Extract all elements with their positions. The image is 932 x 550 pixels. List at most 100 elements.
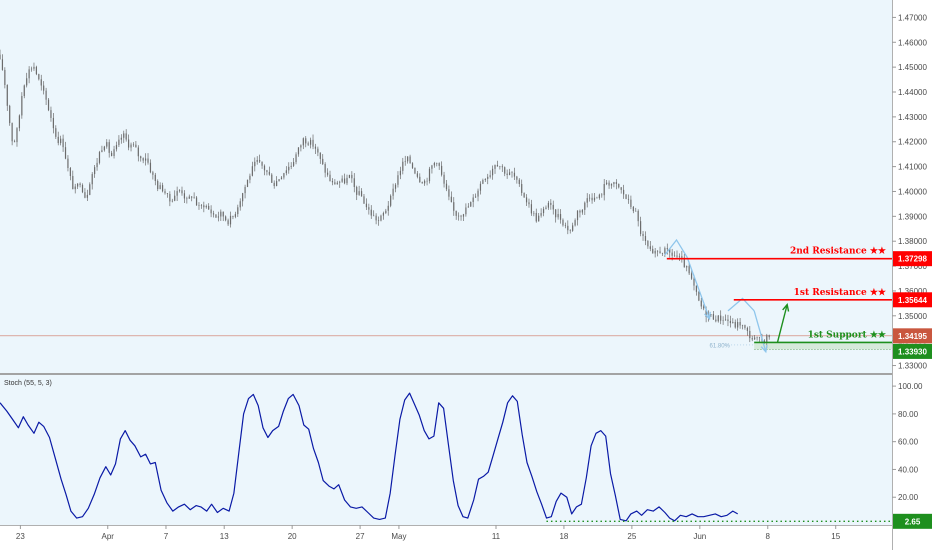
candle [676,250,678,259]
candle [86,189,88,201]
candle [394,183,397,193]
candle [720,310,722,325]
candle [239,198,241,211]
candle [152,170,154,180]
candle [266,169,268,176]
stoch-axis-ticks: 100.00 80.00 60.00 40.00 20.00 [892,382,923,502]
tag-2nd-resistance-text: 1.37298 [898,255,927,264]
candle [419,173,421,183]
candle [475,193,477,198]
candle [698,290,700,302]
time-axis-bg [0,525,892,550]
candle [225,215,227,222]
candle [620,186,622,194]
candle [404,155,406,166]
candle [722,316,724,325]
candle [513,167,516,180]
candle [613,181,615,188]
candle [470,201,472,207]
time-tick-label: 8 [766,532,771,541]
candle [314,143,317,154]
candle [57,131,59,146]
candle [729,315,731,328]
level-label: 1st Support ★★ [808,329,887,340]
price-tick-label: 1.33000 [898,362,927,371]
candle [734,319,736,329]
candle [98,150,101,165]
candle [13,139,16,143]
candle [9,104,11,126]
candle [200,204,203,209]
candle [727,314,729,327]
candle [74,183,76,194]
candle [268,166,270,176]
candle [28,66,30,84]
candle [499,165,501,170]
candle [23,84,25,99]
candle [174,190,176,202]
candle [234,211,236,219]
candle [120,134,122,144]
price-tick-label: 1.43000 [898,113,927,122]
time-tick-label: 15 [831,532,840,541]
candle [438,162,440,170]
candle [365,198,368,211]
candle [343,173,346,185]
candle [212,210,215,218]
stoch-tick-label: 100.00 [898,382,923,391]
candle [640,216,642,237]
candle [249,173,251,184]
candle [375,213,377,225]
time-tick-label: 11 [492,532,501,541]
candle [574,218,576,227]
candle [373,210,375,217]
candle [11,122,13,146]
time-tick-label: Jun [693,532,706,541]
time-tick-label: 25 [627,532,636,541]
candle [758,336,761,343]
candle [741,324,744,330]
candle [69,167,71,181]
candle [62,134,64,152]
candle [647,239,649,249]
candle [72,170,74,190]
candle [518,178,520,187]
candle [16,127,18,147]
candle [632,205,634,214]
candle [411,162,414,169]
candle [661,252,664,256]
candle [431,164,433,174]
candle [232,215,234,220]
candle [739,318,741,329]
green-arrow-up [776,303,790,343]
candle [244,184,246,199]
candle [455,210,457,220]
candle [482,178,484,185]
candle [358,185,360,196]
candle [715,315,717,323]
candle [297,147,300,157]
price-tick-label: 1.39000 [898,212,927,221]
candle [402,157,404,175]
time-tick-label: 27 [356,532,365,541]
candle [659,246,661,254]
candle [205,204,207,209]
candle [140,155,142,162]
candle [608,180,610,189]
candle [346,174,348,186]
candle [387,201,389,216]
candle [678,253,681,262]
candle [118,135,120,148]
candle [581,209,583,215]
candle [569,229,571,234]
candle [210,205,212,218]
candle [1,54,4,71]
candle [40,74,42,91]
level-name: 2nd Resistance [790,247,870,257]
candle [47,97,50,112]
candle [111,150,113,157]
candle [351,171,353,183]
candle [341,175,343,183]
candle [208,203,210,210]
price-tick-label: 1.37000 [898,262,927,271]
